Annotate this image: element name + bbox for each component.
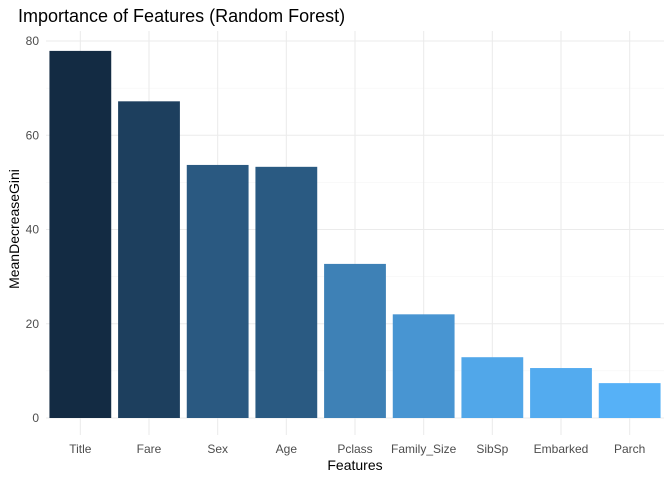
x-tick-label: Family_Size — [391, 442, 457, 456]
y-axis-title: MeanDecreaseGini — [6, 169, 22, 289]
bar-parch — [598, 383, 661, 418]
x-tick-label: SibSp — [476, 442, 508, 456]
bar-family-size — [392, 314, 455, 418]
y-tick-label: 40 — [26, 223, 40, 237]
y-tick-label: 80 — [26, 34, 40, 48]
y-axis-ticks: 0 20 40 60 80 — [26, 34, 40, 425]
bar-sibsp — [461, 357, 524, 418]
bar-sex — [186, 164, 249, 418]
x-tick-label: Title — [69, 442, 92, 456]
x-tick-label: Age — [276, 442, 298, 456]
y-tick-label: 60 — [26, 128, 40, 142]
chart-title: Importance of Features (Random Forest) — [18, 6, 345, 26]
bar-embarked — [530, 368, 592, 418]
x-tick-label: Embarked — [534, 442, 589, 456]
y-tick-label: 0 — [32, 411, 39, 425]
bar-age — [255, 166, 318, 418]
x-axis-ticks: Title Fare Sex Age Pclass Family_Size SibSp Emb… — [69, 442, 645, 456]
bar-fare — [118, 101, 180, 418]
x-axis-title: Features — [327, 457, 382, 473]
bar-pclass — [324, 263, 386, 418]
y-tick-label: 20 — [26, 317, 40, 331]
bar-title — [49, 50, 112, 419]
x-tick-label: Fare — [137, 442, 162, 456]
x-tick-label: Parch — [614, 442, 645, 456]
bars — [49, 50, 661, 419]
x-tick-label: Pclass — [337, 442, 372, 456]
x-tick-label: Sex — [207, 442, 228, 456]
